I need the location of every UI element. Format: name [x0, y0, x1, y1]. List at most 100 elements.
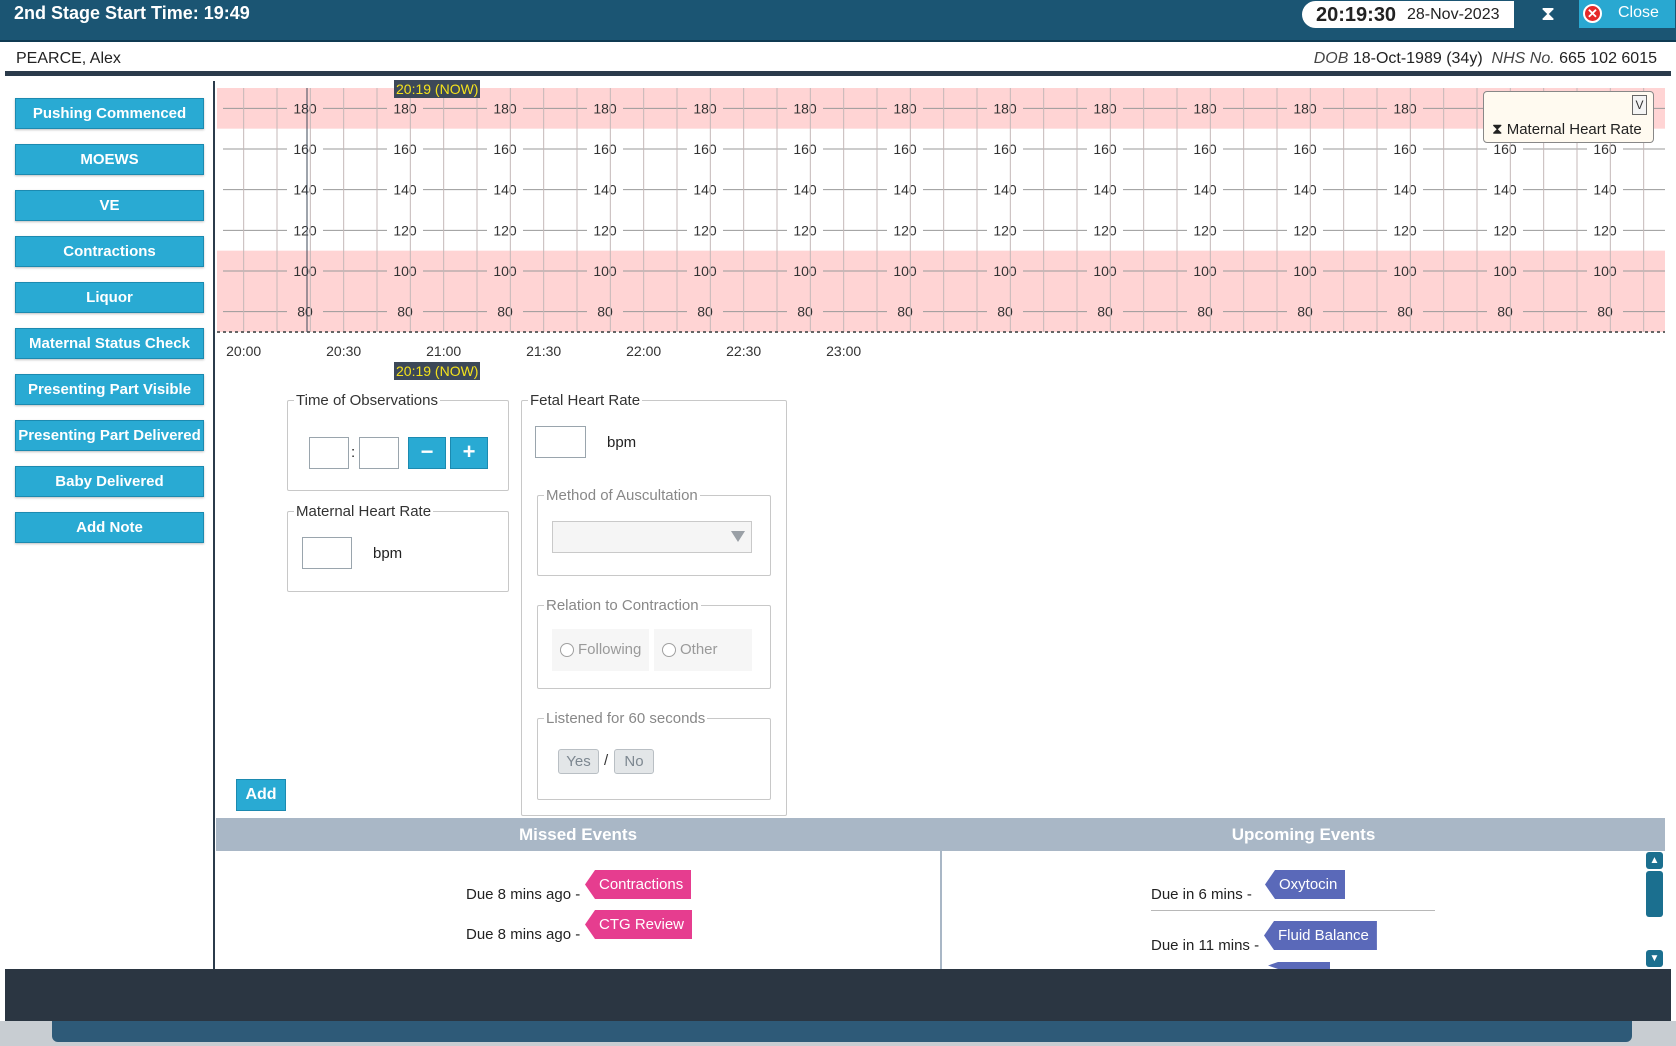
time-of-observations-group: Time of Observations — [287, 392, 509, 491]
y-tick-label-100: 100 — [593, 263, 617, 279]
background-window-strip — [0, 1021, 1676, 1046]
tick-label-bg — [587, 141, 623, 157]
y-tick-label-160: 160 — [1193, 141, 1217, 157]
action-sidebar: Pushing Commenced MOEWS VE Contractions … — [5, 81, 215, 969]
radio-following-label: Following — [578, 641, 642, 658]
y-tick-label-140: 140 — [893, 182, 917, 198]
close-button[interactable]: ✕ Close — [1579, 0, 1675, 28]
moews-button[interactable]: MOEWS — [15, 144, 204, 175]
listened-no-button[interactable]: No — [614, 749, 654, 774]
maternal-status-check-button[interactable]: Maternal Status Check — [15, 328, 204, 359]
missed-event-tag-ctg-review[interactable]: CTG Review — [585, 910, 693, 939]
tick-label-bg — [987, 181, 1023, 198]
observation-hour-input[interactable] — [309, 437, 349, 469]
tick-label-bg — [787, 141, 823, 157]
y-tick-label-140: 140 — [1493, 182, 1517, 198]
presenting-part-delivered-button[interactable]: Presenting Part Delivered — [15, 420, 204, 451]
maternal-heart-rate-legend: Maternal Heart Rate — [296, 503, 432, 520]
tick-label-bg — [987, 222, 1023, 239]
tick-label-bg — [587, 181, 623, 198]
y-tick-label-180: 180 — [1393, 100, 1417, 116]
tick-label-bg — [487, 222, 523, 239]
y-tick-label-160: 160 — [993, 141, 1017, 157]
auscultation-method-select[interactable] — [552, 521, 752, 553]
y-tick-label-140: 140 — [1093, 182, 1117, 198]
y-tick-label-80: 80 — [1497, 304, 1513, 320]
decrement-time-button[interactable]: − — [408, 437, 446, 469]
y-tick-label-140: 140 — [1593, 182, 1617, 198]
y-tick-label-180: 180 — [593, 100, 617, 116]
relation-to-contraction-group: Relation to Contraction — [537, 597, 771, 689]
nhs-label: NHS No. — [1491, 50, 1555, 67]
tick-label-bg — [1087, 303, 1123, 320]
ve-button[interactable]: VE — [15, 190, 204, 221]
contractions-button[interactable]: Contractions — [15, 236, 204, 267]
tick-label-bg — [217, 100, 223, 117]
radio-following[interactable]: Following — [552, 629, 649, 671]
series-legend[interactable]: V ⧗ Maternal Heart Rate — [1483, 91, 1654, 143]
increment-time-button[interactable]: + — [450, 437, 488, 469]
upcoming-event-due: Due in 11 mins - — [1151, 937, 1260, 954]
tick-label-bg — [787, 303, 823, 320]
y-tick-label-160: 160 — [1293, 141, 1317, 157]
tick-label-bg — [1287, 263, 1323, 279]
tick-label-bg — [1387, 303, 1423, 320]
fetal-heart-rate-input[interactable] — [535, 426, 586, 458]
fetal-heart-rate-group: Fetal Heart Rate — [521, 392, 787, 816]
maternal-heart-rate-input[interactable] — [302, 537, 352, 569]
tick-label-bg — [787, 263, 823, 279]
tick-label-bg — [1087, 181, 1123, 198]
upcoming-event-tag-oxytocin[interactable]: Oxytocin — [1265, 870, 1346, 899]
tick-label-bg — [987, 263, 1023, 279]
y-tick-label-100: 100 — [293, 263, 317, 279]
legend-item-maternal-heart-rate[interactable]: ⧗ Maternal Heart Rate — [1492, 121, 1642, 138]
tick-label-bg — [287, 181, 323, 198]
y-tick-label-120: 120 — [1393, 222, 1417, 238]
close-icon: ✕ — [1583, 4, 1602, 23]
tick-label-bg — [1387, 181, 1423, 198]
chevron-down-icon — [731, 531, 745, 542]
liquor-button[interactable]: Liquor — [15, 282, 204, 313]
events-scrollbar-thumb[interactable] — [1646, 871, 1663, 917]
listened-60-seconds-legend: Listened for 60 seconds — [546, 710, 706, 727]
y-tick-label-120: 120 — [1093, 222, 1117, 238]
patient-banner: PEARCE, Alex DOB 18-Oct-1989 (34y) NHS N… — [5, 44, 1671, 76]
tick-label-bg — [487, 100, 523, 117]
x-tick-label-2100: 21:00 — [426, 343, 461, 359]
y-tick-label-180: 180 — [493, 100, 517, 116]
tick-label-bg — [287, 100, 323, 117]
tick-label-bg — [1187, 303, 1223, 320]
missed-event-tag-contractions[interactable]: Contractions — [585, 870, 692, 899]
time-separator: : — [351, 444, 356, 461]
pushing-commenced-button[interactable]: Pushing Commenced — [15, 98, 204, 129]
footer-bar — [5, 969, 1671, 1021]
tick-label-bg — [787, 222, 823, 239]
tick-label-bg — [587, 100, 623, 117]
y-tick-label-140: 140 — [1193, 182, 1217, 198]
tick-label-bg — [987, 303, 1023, 320]
tick-label-bg — [1087, 263, 1123, 279]
add-note-button[interactable]: Add Note — [15, 512, 204, 543]
y-tick-label-120: 120 — [1593, 222, 1617, 238]
y-tick-label-140: 140 — [393, 182, 417, 198]
scroll-down-icon[interactable]: ▼ — [1646, 950, 1663, 967]
listened-yes-button[interactable]: Yes — [558, 749, 599, 774]
hourglass-icon[interactable]: ⧗ — [1540, 3, 1556, 25]
add-observation-button[interactable]: Add — [236, 779, 286, 811]
baby-delivered-button[interactable]: Baby Delivered — [15, 466, 204, 497]
tick-label-bg — [487, 263, 523, 279]
scroll-up-icon[interactable]: ▲ — [1646, 852, 1663, 869]
y-tick-label-80: 80 — [297, 304, 313, 320]
tick-label-bg — [387, 181, 423, 198]
upcoming-event-tag-fluid-balance[interactable]: Fluid Balance — [1264, 921, 1377, 950]
x-tick-label-2030: 20:30 — [326, 343, 361, 359]
presenting-part-visible-button[interactable]: Presenting Part Visible — [15, 374, 204, 405]
upcoming-event-tag-partial[interactable] — [1268, 962, 1330, 969]
tick-label-bg — [887, 181, 923, 198]
observation-minute-input[interactable] — [359, 437, 399, 469]
y-tick-label-80: 80 — [597, 304, 613, 320]
clock-date: 28-Nov-2023 — [1407, 6, 1500, 23]
legend-dropdown-toggle[interactable]: V — [1632, 95, 1647, 115]
radio-other[interactable]: Other — [654, 629, 752, 671]
tick-label-bg — [887, 141, 923, 157]
